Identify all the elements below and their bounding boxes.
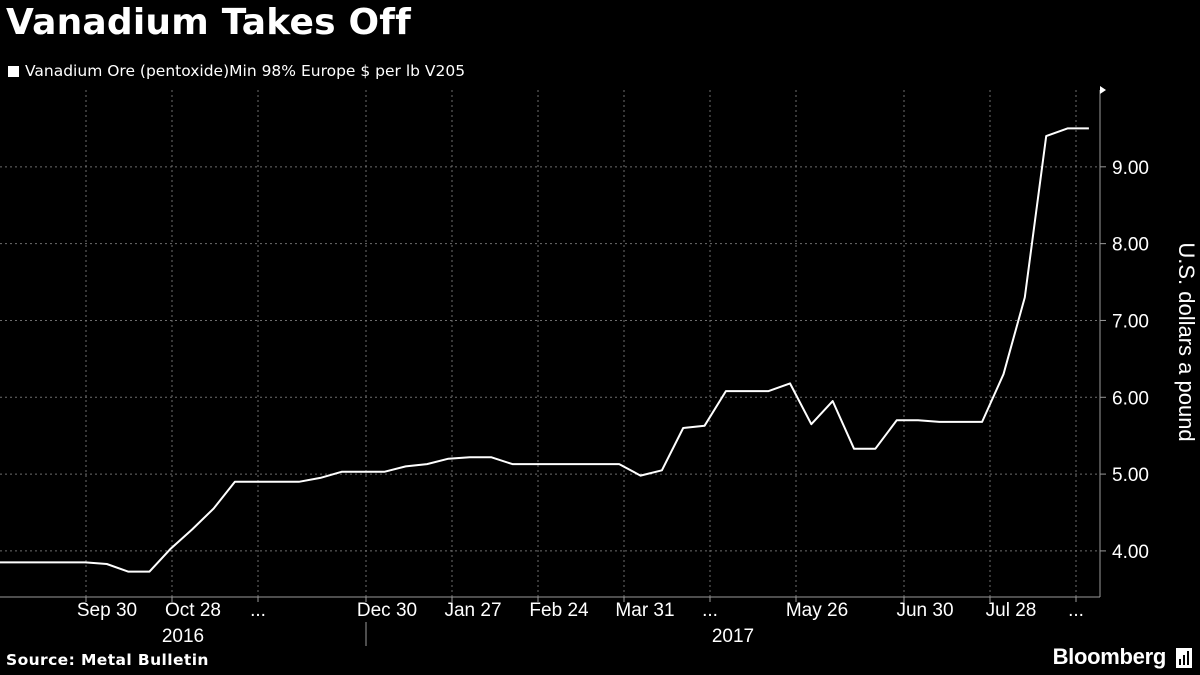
vertical-gridlines (85, 90, 1077, 597)
x-tick-label: Jun 30 (896, 600, 953, 621)
x-tick-label: Sep 30 (77, 600, 137, 621)
source-note: Source: Metal Bulletin (6, 651, 209, 669)
y-axis-title: U.S. dollars a pound (1174, 242, 1199, 441)
horizontal-gridlines (0, 166, 1100, 552)
y-tick-label: 8.00 (1112, 235, 1149, 256)
x-tick-label: Feb 24 (529, 600, 589, 621)
bloomberg-logo: Bloomberg (1052, 644, 1167, 669)
x-tick-labels: Sep 30 Oct 28... Dec 30 Jan 27 Feb 24 Mar 31.… (77, 600, 1084, 647)
legend-swatch (8, 65, 19, 77)
y-tick-label: 6.00 (1112, 388, 1149, 409)
x-tick-label: ... (250, 600, 266, 621)
year-label: 2017 (712, 626, 754, 647)
y-tick-label: 9.00 (1112, 158, 1149, 179)
y-tick-label: 7.00 (1112, 311, 1149, 332)
legend: Vanadium Ore (pentoxide)Min 98% Europe $… (8, 62, 465, 80)
y-axis-arrow (1100, 86, 1106, 94)
bloomberg-terminal-icon (1176, 648, 1192, 668)
series-line (0, 127, 1089, 573)
x-tick-label: ... (702, 600, 718, 621)
y-tick-label: 5.00 (1112, 465, 1149, 486)
chart-title: Vanadium Takes Off (6, 2, 411, 43)
legend-label: Vanadium Ore (pentoxide)Min 98% Europe $… (25, 62, 466, 80)
series-group (0, 127, 1089, 573)
x-tick-label: Mar 31 (615, 600, 674, 621)
year-label: 2016 (162, 626, 204, 647)
x-tick-label: Jan 27 (444, 600, 501, 621)
x-tick-label: Dec 30 (357, 600, 417, 621)
axes (0, 86, 1106, 646)
y-tick-label: 4.00 (1112, 542, 1149, 563)
x-tick-label: ... (1068, 600, 1084, 621)
x-tick-label: Jul 28 (986, 600, 1037, 621)
y-tick-labels: 4.00 5.00 6.00 7.00 8.00 9.00 (1112, 158, 1149, 563)
x-tick-label: Oct 28 (165, 600, 221, 621)
x-tick-label: May 26 (786, 600, 848, 621)
